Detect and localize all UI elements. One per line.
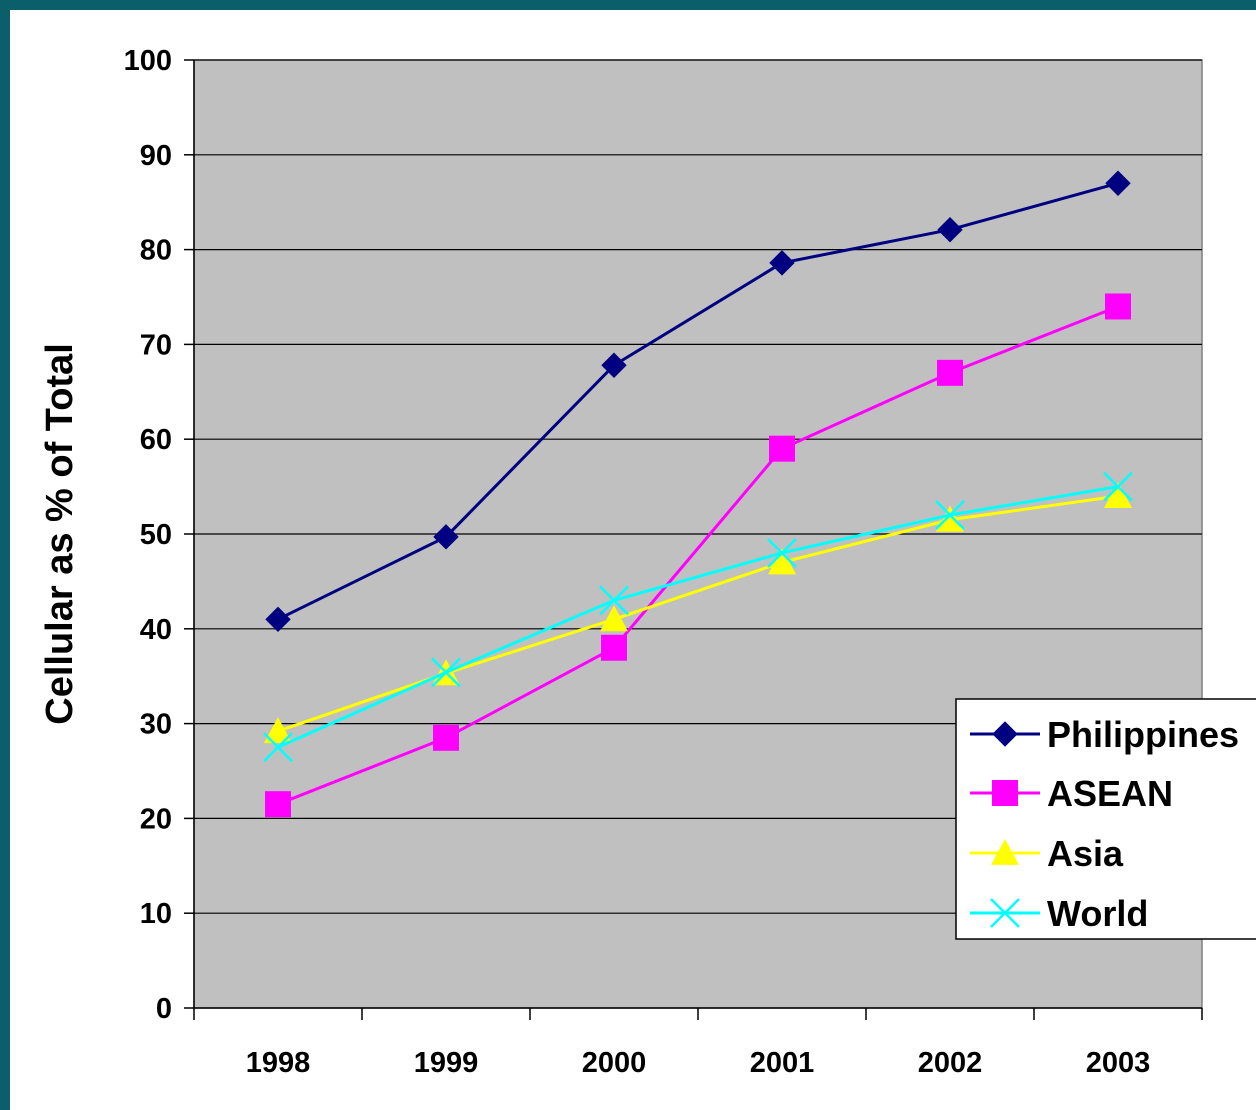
legend-marker-asean (992, 780, 1018, 806)
series-world (263, 471, 1133, 763)
legend-marker-world (990, 898, 1020, 928)
x-tick-label: 1998 (246, 1047, 311, 1079)
series-line-asia (277, 494, 1119, 733)
data-point-world-stroke (1103, 471, 1133, 502)
y-tick-label: 30 (140, 709, 172, 741)
series-asean (265, 293, 1131, 818)
legend-label: World (1047, 893, 1148, 934)
data-point-world-stroke (263, 732, 293, 763)
data-point-asean (433, 724, 459, 751)
legend-label: Asia (1047, 833, 1124, 874)
legend-marker-world-stroke (990, 898, 1020, 928)
y-tick-label: 80 (140, 235, 172, 267)
y-tick-label: 10 (140, 898, 172, 930)
data-point-world-stroke (935, 500, 965, 530)
data-point-asia (768, 548, 796, 575)
x-tick-label: 2000 (582, 1047, 647, 1079)
y-axis-title: Cellular as % of Total (39, 343, 81, 724)
legend-item-philippines: Philippines (970, 714, 1239, 755)
data-point-asean (601, 634, 627, 661)
data-point-philippines (601, 352, 627, 378)
x-tick-label: 2003 (1086, 1047, 1151, 1079)
data-point-asean (1105, 293, 1131, 320)
legend-marker-asia (991, 839, 1019, 865)
data-point-philippines (265, 606, 291, 633)
legend-marker-philippines (992, 721, 1018, 747)
x-tick-label: 2002 (918, 1047, 983, 1079)
data-point-asean (937, 359, 963, 386)
data-point-world (431, 657, 461, 688)
axes (184, 59, 1203, 1020)
data-point-world-stroke (767, 538, 797, 568)
x-tick-label: 1999 (414, 1047, 479, 1079)
data-point-world-stroke (599, 585, 629, 616)
legend-item-asia: Asia (970, 833, 1124, 874)
y-tick-label: 70 (140, 329, 172, 361)
legend: Philippines ASEAN Asia World (955, 698, 1256, 940)
data-point-asean (265, 791, 291, 818)
data-point-asia (600, 605, 628, 632)
legend-label: Philippines (1047, 714, 1239, 755)
y-tick-label: 90 (140, 140, 172, 172)
data-point-world (1103, 471, 1133, 502)
data-point-philippines (769, 250, 795, 276)
data-point-world-stroke (431, 657, 461, 688)
data-point-asean (769, 435, 795, 462)
legend-label: ASEAN (1047, 773, 1173, 814)
series-philippines (265, 170, 1131, 633)
data-point-philippines (937, 216, 963, 243)
series-line-philippines (277, 181, 1119, 621)
data-point-asia (264, 717, 292, 744)
data-point-asia (1104, 482, 1132, 508)
data-point-philippines (433, 524, 459, 550)
y-tick-label: 60 (140, 424, 172, 456)
legend-item-world: World (970, 893, 1148, 934)
y-tick-label: 50 (140, 519, 172, 551)
y-tick-label: 100 (124, 45, 172, 77)
x-tick-labels: 1998 1999 2000 2001 2002 2003 (246, 1047, 1151, 1079)
y-tick-labels: 0 10 20 30 40 50 60 70 80 90 100 (124, 45, 172, 1025)
y-tick-label: 40 (140, 614, 172, 646)
data-point-philippines (1105, 170, 1131, 196)
data-point-world (767, 538, 797, 568)
data-point-world (263, 732, 293, 763)
series-line-world (277, 485, 1119, 749)
series-group (263, 170, 1133, 818)
data-point-asia (936, 505, 964, 532)
series-line-asean (277, 305, 1119, 806)
data-point-world (935, 500, 965, 530)
y-tick-label: 20 (140, 803, 172, 835)
x-tick-label: 2001 (750, 1047, 815, 1079)
y-tick-label: 0 (156, 993, 172, 1025)
data-point-world (599, 585, 629, 616)
legend-item-asean: ASEAN (970, 773, 1173, 814)
